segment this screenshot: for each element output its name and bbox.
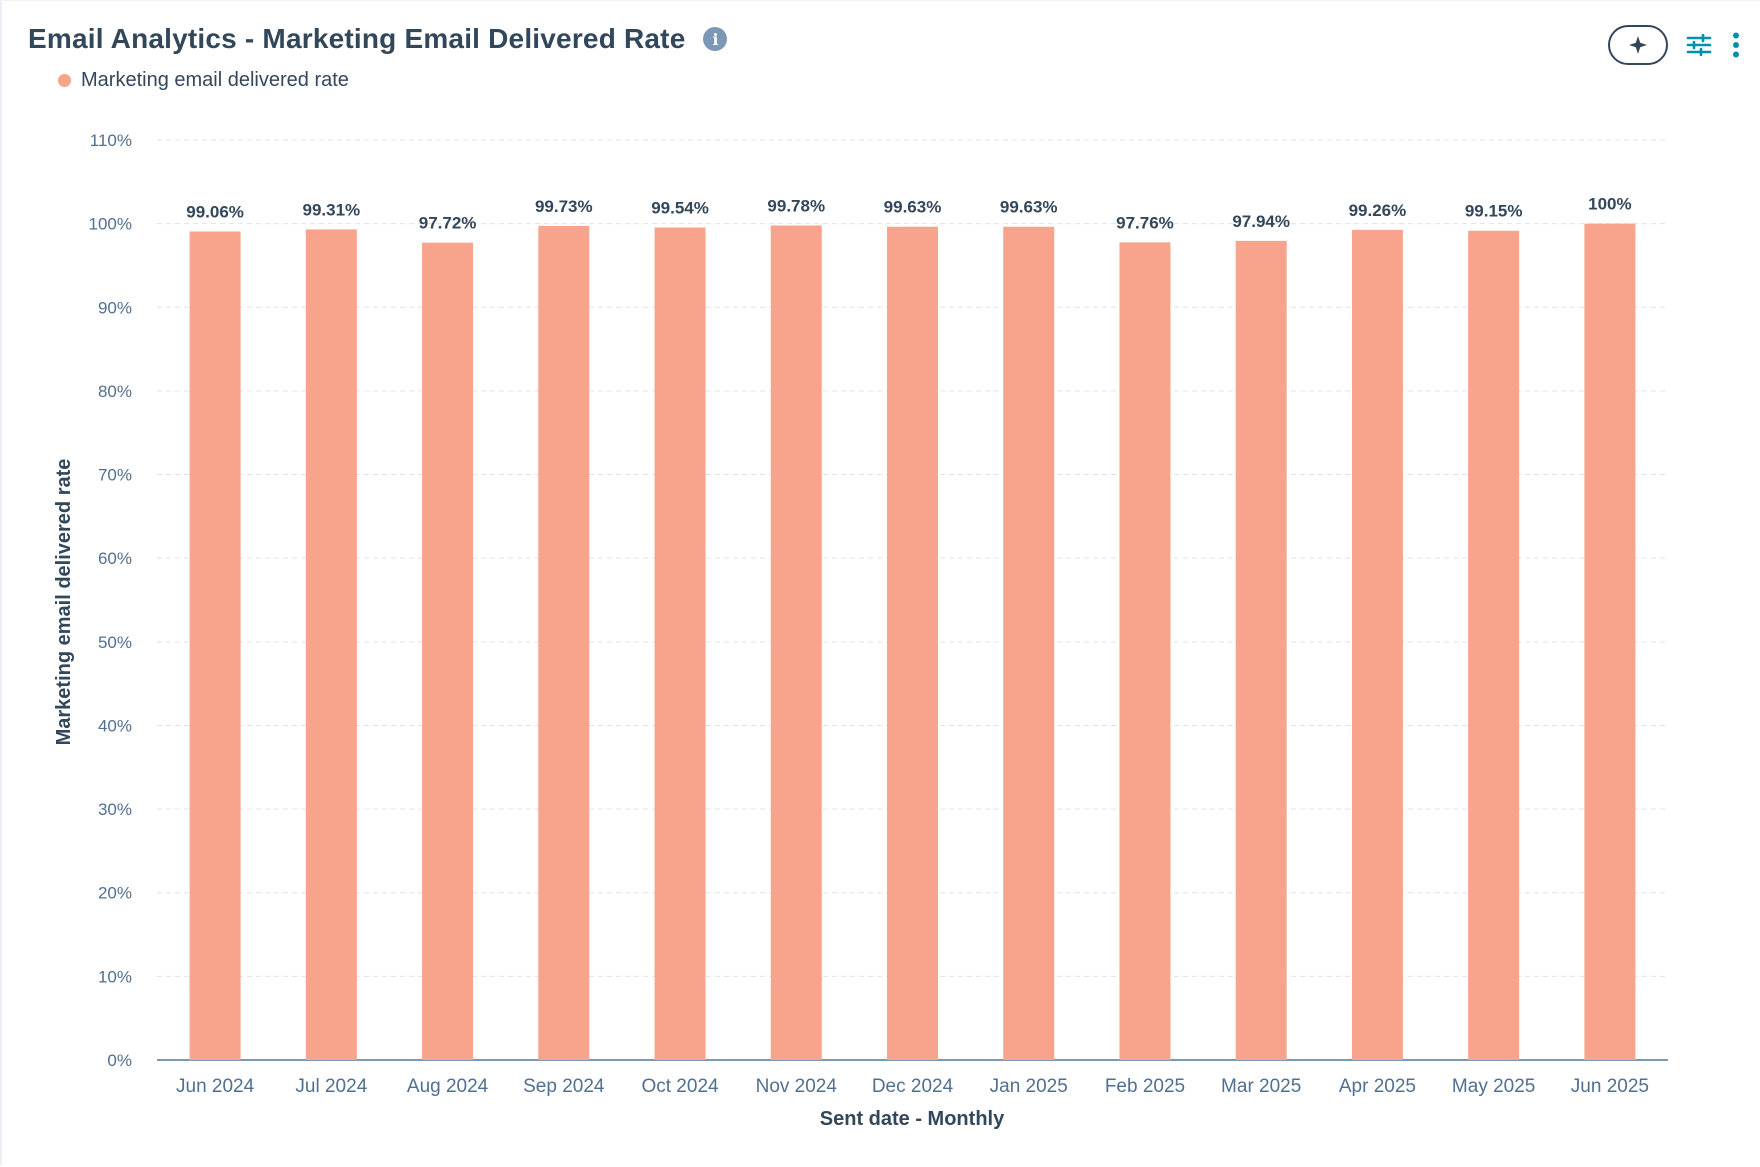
x-tick-label: Jul 2024 bbox=[295, 1076, 367, 1097]
bar[interactable] bbox=[1235, 240, 1287, 1060]
bar[interactable] bbox=[1003, 226, 1055, 1061]
data-label: 99.78% bbox=[767, 196, 825, 215]
filter-button[interactable] bbox=[1684, 30, 1714, 60]
data-label: 97.94% bbox=[1232, 212, 1290, 231]
data-label: 99.63% bbox=[1000, 198, 1058, 217]
x-axis-title: Sent date - Monthly bbox=[820, 1108, 1005, 1130]
sparkle-icon bbox=[1629, 36, 1647, 54]
bar[interactable] bbox=[887, 226, 938, 1061]
bar[interactable] bbox=[654, 227, 706, 1060]
bar[interactable] bbox=[770, 225, 822, 1060]
x-tick-label: Jun 2024 bbox=[176, 1076, 255, 1097]
bar[interactable] bbox=[189, 231, 241, 1061]
report-title: Email Analytics - Marketing Email Delive… bbox=[28, 23, 686, 54]
x-tick-label: Feb 2025 bbox=[1105, 1076, 1185, 1097]
bar[interactable] bbox=[1468, 230, 1520, 1060]
y-tick-label: 60% bbox=[98, 549, 132, 568]
x-tick-label: Nov 2024 bbox=[756, 1076, 838, 1097]
y-tick-label: 90% bbox=[98, 298, 132, 317]
bar[interactable] bbox=[1119, 242, 1171, 1060]
more-options-button[interactable] bbox=[1726, 30, 1746, 60]
legend-swatch bbox=[58, 74, 71, 87]
y-axis-title: Marketing email delivered rate bbox=[53, 459, 75, 746]
data-label: 100% bbox=[1588, 195, 1631, 214]
bar[interactable] bbox=[422, 242, 474, 1061]
data-label: 99.15% bbox=[1465, 202, 1523, 221]
data-label: 97.72% bbox=[419, 214, 477, 233]
ai-assist-button[interactable] bbox=[1608, 25, 1668, 65]
data-label: 99.31% bbox=[303, 200, 361, 219]
y-tick-label: 50% bbox=[98, 633, 132, 652]
report-toolbar bbox=[1608, 25, 1746, 65]
info-icon[interactable]: i bbox=[703, 27, 728, 51]
x-tick-label: Aug 2024 bbox=[407, 1076, 489, 1097]
y-tick-label: 10% bbox=[98, 967, 132, 986]
y-tick-label: 20% bbox=[98, 884, 132, 903]
x-tick-label: May 2025 bbox=[1452, 1076, 1535, 1097]
bar[interactable] bbox=[1351, 229, 1403, 1061]
report-header: Email Analytics - Marketing Email Delive… bbox=[28, 23, 728, 55]
chart-legend: Marketing email delivered rate bbox=[58, 69, 349, 92]
y-tick-label: 70% bbox=[98, 466, 132, 485]
bar[interactable] bbox=[538, 225, 590, 1061]
x-tick-label: Apr 2025 bbox=[1339, 1076, 1416, 1097]
x-tick-label: Mar 2025 bbox=[1221, 1076, 1301, 1097]
y-tick-label: 0% bbox=[107, 1051, 132, 1070]
x-tick-label: Jan 2025 bbox=[990, 1076, 1068, 1097]
x-tick-label: Dec 2024 bbox=[872, 1076, 954, 1097]
x-tick-label: Oct 2024 bbox=[641, 1076, 719, 1097]
data-label: 99.73% bbox=[535, 197, 593, 216]
vertical-dots-icon bbox=[1733, 32, 1739, 58]
x-tick-label: Sep 2024 bbox=[523, 1076, 605, 1097]
data-label: 99.06% bbox=[186, 202, 244, 221]
sliders-icon bbox=[1686, 34, 1712, 56]
data-label: 97.76% bbox=[1116, 213, 1174, 232]
bar[interactable] bbox=[1584, 223, 1636, 1061]
data-label: 99.26% bbox=[1349, 201, 1407, 220]
y-tick-label: 80% bbox=[98, 382, 132, 401]
y-tick-label: 30% bbox=[98, 800, 132, 819]
data-label: 99.63% bbox=[884, 198, 942, 217]
data-label: 99.54% bbox=[651, 198, 709, 217]
x-tick-label: Jun 2025 bbox=[1571, 1076, 1649, 1097]
y-tick-label: 40% bbox=[98, 716, 132, 735]
legend-label[interactable]: Marketing email delivered rate bbox=[81, 69, 349, 91]
y-tick-label: 110% bbox=[90, 131, 132, 150]
bar[interactable] bbox=[305, 229, 357, 1060]
y-tick-label: 100% bbox=[89, 215, 132, 234]
